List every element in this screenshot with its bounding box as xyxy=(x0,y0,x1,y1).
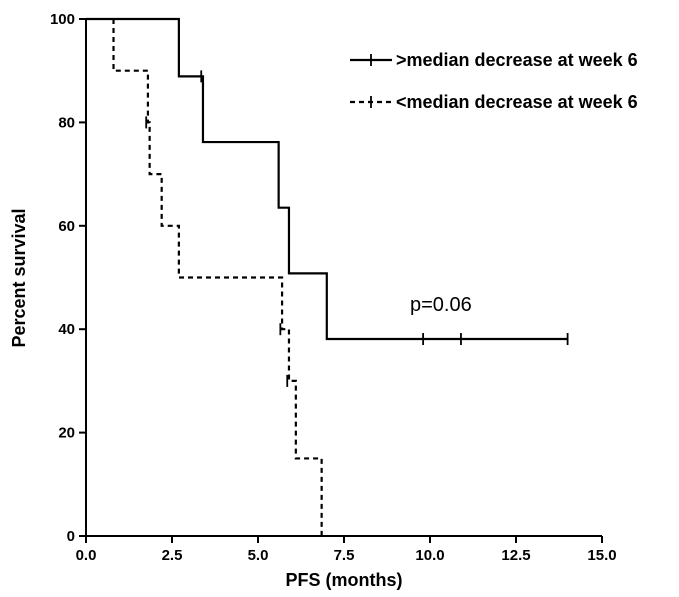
x-tick-label: 2.5 xyxy=(162,547,183,564)
y-tick-label: 80 xyxy=(58,114,75,131)
x-tick-label: 15.0 xyxy=(587,547,616,564)
y-tick-label: 100 xyxy=(50,11,75,28)
survival-step-line xyxy=(112,19,323,536)
x-tick-label: 5.0 xyxy=(248,547,269,564)
x-tick-label: 12.5 xyxy=(501,547,530,564)
x-axis-title: PFS (months) xyxy=(286,570,403,590)
y-tick-label: 20 xyxy=(58,425,75,442)
survival-curves xyxy=(86,17,569,536)
legend-label-above-median: >median decrease at week 6 xyxy=(396,50,638,70)
x-tick-label: 10.0 xyxy=(415,547,444,564)
legend: >median decrease at week 6 <median decre… xyxy=(350,50,638,112)
plot-area: 0.0 2.5 5.0 7.5 10.0 12.5 15.0 0 20 40 60 80 100 xyxy=(50,11,617,564)
x-axis-ticks: 0.0 2.5 5.0 7.5 10.0 12.5 15.0 xyxy=(76,536,617,564)
legend-label-below-median: <median decrease at week 6 xyxy=(396,92,638,112)
y-tick-label: 40 xyxy=(58,321,75,338)
y-axis-ticks: 0 20 40 60 80 100 xyxy=(50,11,86,545)
legend-item-above-median: >median decrease at week 6 xyxy=(350,50,638,70)
survival-step-line xyxy=(86,17,568,341)
series-below-median xyxy=(112,19,323,536)
series-above-median xyxy=(86,17,569,346)
legend-item-below-median: <median decrease at week 6 xyxy=(350,92,638,112)
y-axis-title: Percent survival xyxy=(9,208,29,347)
p-value-annotation: p=0.06 xyxy=(410,294,472,316)
x-tick-label: 7.5 xyxy=(334,547,355,564)
y-tick-label: 0 xyxy=(67,528,75,545)
x-tick-label: 0.0 xyxy=(76,547,97,564)
y-tick-label: 60 xyxy=(58,218,75,235)
